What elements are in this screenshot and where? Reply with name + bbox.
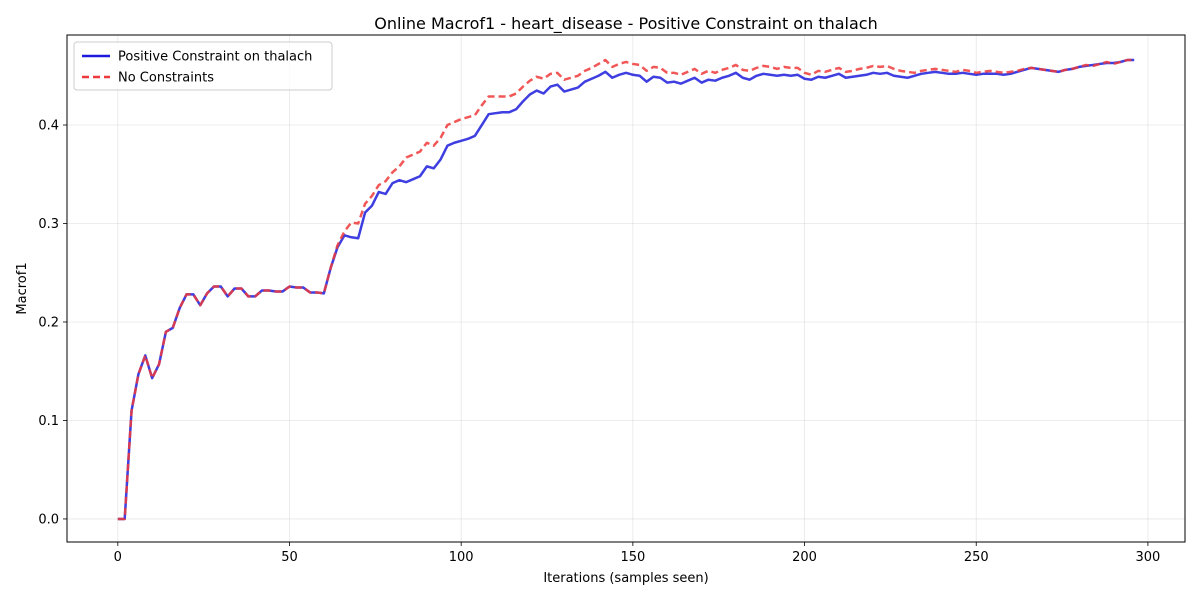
- y-axis-label: Macrof1: [15, 262, 30, 314]
- series-line-2: [117, 58, 1135, 521]
- legend-box: [73, 41, 333, 91]
- legend-label: No Constraints: [118, 71, 214, 86]
- y-tick-label: 0.2: [38, 315, 59, 330]
- grid: [67, 35, 1185, 542]
- x-tick-label: 200: [792, 550, 817, 565]
- chart-title: Online Macrof1 - heart_disease - Positiv…: [374, 14, 877, 34]
- x-tick-label: 250: [964, 550, 989, 565]
- plot-frame: [66, 34, 1186, 543]
- y-tick-label: 0.1: [38, 414, 59, 429]
- legend: Positive Constraint on thalach No Constra…: [73, 41, 333, 91]
- x-tick-label: 0: [114, 550, 122, 565]
- x-axis-label: Iterations (samples seen): [543, 571, 708, 586]
- x-tick-label: 100: [449, 550, 474, 565]
- legend-label: Positive Constraint on thalach: [118, 50, 312, 65]
- y-tick-label: 0.0: [38, 512, 59, 527]
- ticks: 0 50 100 150 200 250 300 0.0 0.1 0.2 0.3 0.4: [38, 119, 1160, 565]
- x-tick-label: 150: [620, 550, 645, 565]
- y-tick-label: 0.4: [38, 119, 59, 134]
- series-layer: [117, 58, 1135, 521]
- x-tick-label: 50: [281, 550, 298, 565]
- y-tick-label: 0.3: [38, 217, 59, 232]
- x-tick-label: 300: [1136, 550, 1161, 565]
